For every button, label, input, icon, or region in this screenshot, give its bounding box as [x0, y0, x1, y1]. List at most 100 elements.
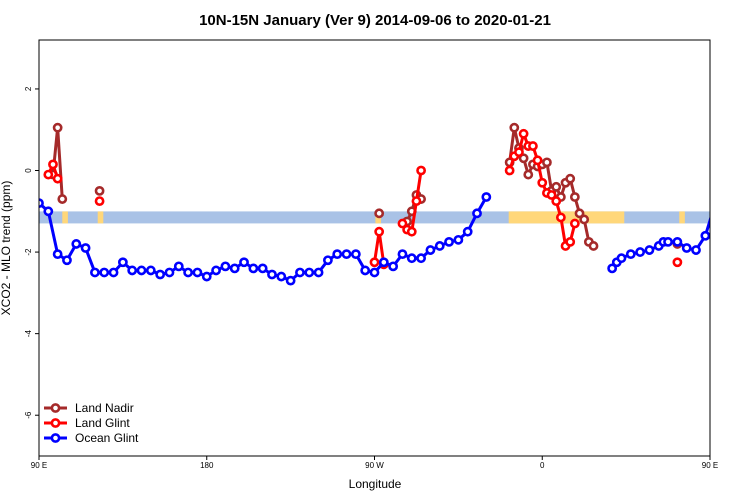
chart-title: 10N-15N January (Ver 9) 2014-09-06 to 20…: [199, 12, 551, 29]
data-point: [220, 261, 231, 272]
data-point: [378, 257, 389, 268]
plot-area: [26, 122, 750, 286]
data-point: [397, 249, 408, 260]
data-point: [579, 214, 590, 225]
plot-content: [26, 122, 750, 286]
legend-item: Land Nadir: [44, 401, 134, 415]
plot-frame: [38, 39, 711, 457]
band-highlight: [97, 211, 104, 224]
data-point: [52, 249, 63, 260]
data-point: [108, 267, 119, 278]
series-ocean-glint: [26, 192, 737, 286]
data-point: [127, 265, 138, 276]
data-point: [360, 265, 371, 276]
legend-item: Land Glint: [44, 416, 130, 430]
data-point: [173, 261, 184, 272]
data-point: [295, 267, 305, 278]
data-point: [155, 269, 166, 280]
data-point: [625, 249, 636, 260]
y-axis-label: XCO2 - MLO trend (ppm): [0, 181, 13, 316]
band-highlight: [62, 211, 68, 224]
data-point: [644, 245, 655, 255]
data-point: [62, 255, 72, 266]
legend-label: Ocean Glint: [75, 431, 139, 445]
data-point: [709, 173, 710, 177]
data-point: [350, 249, 361, 260]
data-point: [323, 255, 333, 266]
data-point: [691, 245, 701, 255]
series-line: [715, 160, 724, 178]
data-point: [720, 208, 727, 215]
data-point: [709, 203, 710, 207]
data-point: [532, 155, 543, 166]
data-point: [411, 196, 422, 206]
data-point: [43, 206, 54, 217]
data-point: [720, 175, 727, 182]
data-point: [542, 157, 552, 168]
data-point: [26, 232, 33, 239]
data-point: [267, 269, 277, 280]
data-point: [192, 267, 203, 278]
data-point: [537, 177, 548, 188]
y-tick-label: 0: [24, 168, 33, 173]
data-point: [444, 236, 454, 247]
x-tick-label: 90 E: [31, 461, 47, 470]
data-point: [528, 141, 538, 151]
data-point: [313, 267, 324, 278]
data-point: [183, 267, 194, 278]
data-point: [117, 257, 128, 268]
data-point: [374, 226, 385, 237]
data-point: [716, 124, 723, 131]
data-point: [672, 236, 683, 247]
x-tick-label: 0: [540, 461, 545, 470]
data-point: [43, 169, 54, 180]
y-tick-label: -4: [24, 330, 33, 338]
data-point: [472, 208, 482, 219]
data-point: [551, 196, 562, 206]
x-tick-label: 90 W: [365, 461, 384, 470]
data-point: [720, 195, 727, 202]
data-point: [416, 165, 426, 176]
data-point: [565, 236, 576, 247]
data-point: [52, 122, 63, 133]
data-point: [397, 218, 408, 229]
data-point: [616, 253, 627, 264]
band-highlight: [743, 211, 750, 223]
data-point: [453, 234, 464, 245]
band-highlight: [679, 211, 685, 224]
data-point: [71, 239, 82, 249]
data-point: [565, 173, 576, 184]
data-point: [239, 257, 249, 268]
data-point: [518, 128, 529, 139]
data-point: [369, 267, 380, 278]
data-point: [406, 226, 417, 237]
data-point: [681, 243, 692, 253]
data-point: [555, 212, 566, 223]
data-point: [285, 275, 296, 286]
data-point: [136, 265, 147, 276]
data-point: [546, 190, 557, 200]
data-point: [730, 251, 737, 258]
data-point: [569, 218, 580, 229]
data-point: [523, 169, 534, 180]
data-point: [504, 165, 515, 176]
data-point: [304, 267, 315, 278]
data-point: [99, 267, 110, 278]
data-point: [518, 153, 529, 164]
series-line: [715, 128, 724, 199]
data-point: [607, 263, 618, 274]
data-point: [551, 181, 562, 192]
data-point: [257, 263, 268, 274]
legend-swatch-marker: [50, 433, 61, 443]
data-point: [341, 249, 352, 260]
band-highlight: [508, 211, 625, 224]
data-point: [588, 241, 599, 251]
data-point: [57, 194, 68, 204]
data-point: [369, 257, 380, 268]
data-point: [462, 226, 473, 237]
data-point: [672, 257, 683, 268]
data-point: [709, 158, 710, 162]
data-point: [374, 208, 385, 219]
